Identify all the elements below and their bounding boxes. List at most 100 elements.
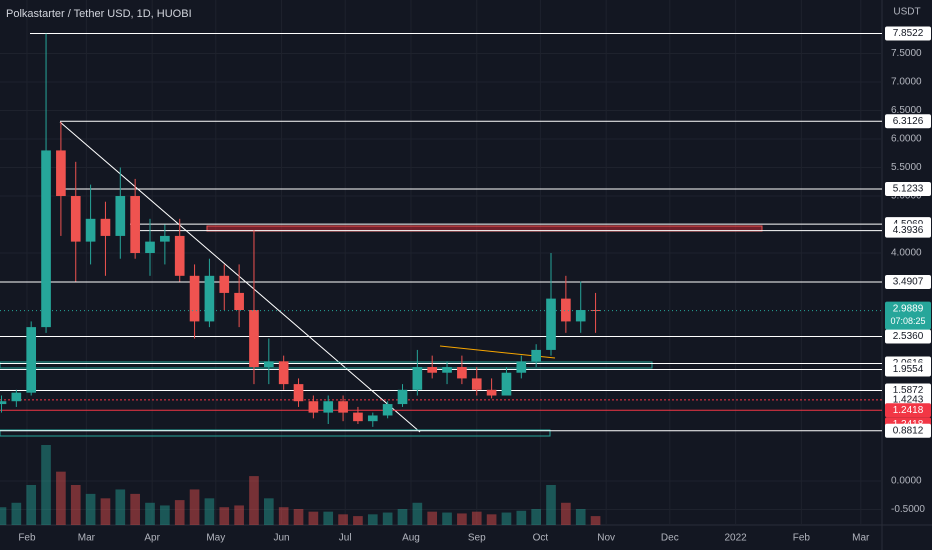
zone-box <box>0 361 653 369</box>
candle-body <box>26 327 37 393</box>
x-tick-label: Jun <box>273 533 289 544</box>
candle-body <box>115 196 126 236</box>
x-tick-label: May <box>206 533 225 544</box>
price-tag-label: 1.4243 <box>893 394 924 405</box>
candle-body <box>546 298 556 350</box>
volume-bar <box>367 514 378 525</box>
x-tick-label: 2022 <box>724 533 747 544</box>
candle-body <box>85 218 96 242</box>
candle-body <box>278 361 289 385</box>
volume-bar <box>516 510 527 525</box>
volume-bar <box>249 476 259 525</box>
candle-body <box>382 404 393 416</box>
y-tick-label: 7.5000 <box>891 48 922 59</box>
candle-body <box>323 401 334 413</box>
volume-bar <box>353 516 363 525</box>
volume-bar <box>85 493 96 525</box>
y-tick-label: 5.0000 <box>891 191 922 202</box>
volume-bar <box>561 502 571 525</box>
last-price-label: 2.9889 <box>893 303 924 314</box>
candle-body <box>130 196 140 254</box>
x-tick-label: Apr <box>144 533 160 544</box>
volume-bar <box>100 498 111 525</box>
volume-bar <box>308 511 319 525</box>
countdown-label: 07:08:25 <box>890 316 925 326</box>
y-tick-label: 5.5000 <box>891 162 922 173</box>
candle-body <box>575 310 586 322</box>
price-tag <box>885 329 931 344</box>
candle-body <box>367 415 378 422</box>
y-tick-label: 7.0000 <box>891 77 922 88</box>
x-tick-label: Jul <box>339 533 352 544</box>
candle-body <box>70 196 81 242</box>
volume-bar <box>293 509 304 525</box>
price-tag-label: 3.4907 <box>893 277 924 288</box>
volume-bar <box>412 502 423 525</box>
candle-body <box>234 292 244 311</box>
price-tag-label: 2.5360 <box>893 331 924 342</box>
candle-body <box>338 401 348 413</box>
volume-bar <box>204 498 215 525</box>
volume-bar <box>471 511 482 525</box>
candle-body <box>174 235 185 276</box>
last-price-tag <box>885 301 931 330</box>
volume-bar <box>531 509 541 525</box>
x-tick-label: Feb <box>18 533 36 544</box>
volume-bar <box>397 509 408 525</box>
x-tick-label: Oct <box>533 533 549 544</box>
price-tag <box>885 114 931 129</box>
volume-bar <box>145 502 155 525</box>
volume-bar <box>219 507 230 525</box>
price-tag-label: 1.9554 <box>893 364 924 375</box>
candle-body <box>442 367 452 373</box>
candle-body <box>457 367 467 379</box>
price-tag-label: 1.5872 <box>893 385 924 396</box>
volume-bar <box>486 514 497 525</box>
volume-bar <box>575 509 586 525</box>
chart-title: Polkastarter / Tether USD, 1D, HUOBI <box>6 8 192 20</box>
price-tag-label: 1.2418 <box>893 405 924 416</box>
candle-body <box>501 372 512 396</box>
price-tag <box>885 223 931 238</box>
volume-bar <box>189 489 200 525</box>
x-tick-label: Dec <box>661 533 679 544</box>
price-tag-label: 5.1233 <box>893 184 924 195</box>
candle-body <box>11 392 22 402</box>
candle-body <box>263 361 274 368</box>
volume-bar <box>130 493 140 525</box>
volume-bar <box>11 502 22 525</box>
y-tick-label: 0.0000 <box>891 476 922 487</box>
volume-bar <box>160 505 170 525</box>
price-tag-label: 0.8812 <box>893 425 924 436</box>
volume-bar <box>41 445 51 525</box>
candle-body <box>160 235 170 242</box>
volume-bar <box>115 489 126 525</box>
x-tick-label: Sep <box>468 533 486 544</box>
currency-label: USDT <box>893 7 920 18</box>
x-tick-label: Mar <box>78 533 96 544</box>
candle-body <box>590 310 601 312</box>
zone-box <box>0 429 551 437</box>
candle-body <box>219 275 230 293</box>
x-tick-label: Nov <box>597 533 615 544</box>
volume-bar <box>442 512 452 525</box>
price-tag <box>885 181 931 196</box>
candle-body <box>486 389 497 396</box>
x-tick-label: Feb <box>793 533 811 544</box>
candle-body <box>308 401 319 413</box>
candle-body <box>100 218 111 236</box>
price-tag <box>885 275 931 290</box>
y-tick-label: -0.5000 <box>891 504 925 515</box>
price-tag <box>885 362 931 377</box>
x-tick-label: Mar <box>852 533 870 544</box>
candle-body <box>531 349 541 362</box>
candle-body <box>41 150 51 328</box>
volume-bar <box>338 514 348 525</box>
candle-body <box>397 389 408 405</box>
x-tick-label: Aug <box>402 533 420 544</box>
candle-body <box>427 367 438 373</box>
volume-bar <box>278 507 289 525</box>
